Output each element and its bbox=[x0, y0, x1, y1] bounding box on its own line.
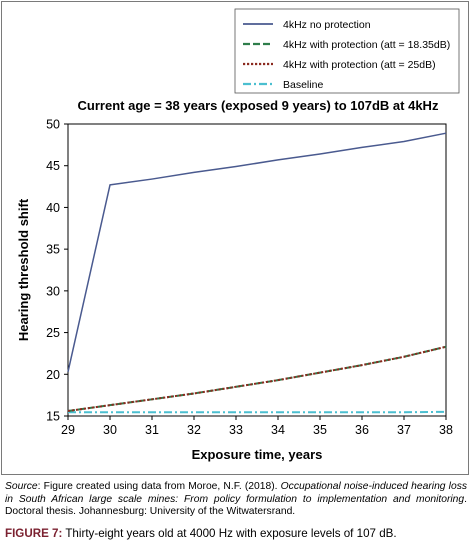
y-axis-label: Hearing threshold shift bbox=[16, 198, 31, 341]
x-axis-label: Exposure time, years bbox=[192, 447, 323, 462]
series-line-2 bbox=[67, 345, 447, 412]
chart-title: Current age = 38 years (exposed 9 years)… bbox=[78, 98, 439, 113]
x-tick-label: 30 bbox=[103, 423, 117, 437]
legend-label: 4kHz no protection bbox=[283, 19, 371, 31]
source-title: Occupational noise-induced hearing loss … bbox=[5, 481, 467, 505]
series-line-3 bbox=[67, 345, 447, 412]
series-layer bbox=[67, 132, 447, 414]
source-label: Source bbox=[5, 481, 38, 492]
y-tick-label: 50 bbox=[46, 118, 60, 132]
source-text-1: : Figure created using data from Moroe, … bbox=[37, 481, 281, 492]
x-axis: 29 30 31 32 33 34 35 36 37 38 bbox=[61, 416, 453, 437]
y-tick-label: 20 bbox=[46, 368, 60, 382]
y-tick-label: 35 bbox=[46, 243, 60, 257]
y-tick-label: 25 bbox=[46, 326, 60, 340]
figure-title-text: Thirty-eight years old at 4000 Hz with e… bbox=[62, 526, 397, 540]
source-text-2: . Doctoral thesis. Johannesburg: Univers… bbox=[5, 493, 467, 518]
y-tick-label: 30 bbox=[46, 284, 60, 298]
figure-label: FIGURE 7: bbox=[5, 526, 63, 540]
x-tick-label: 34 bbox=[271, 423, 285, 437]
plot-area bbox=[67, 123, 447, 417]
y-tick-label: 45 bbox=[46, 159, 60, 173]
legend-label: 4kHz with protection (att = 25dB) bbox=[283, 59, 436, 71]
legend-label: 4kHz with protection (att = 18.35dB) bbox=[283, 39, 450, 51]
x-tick-label: 38 bbox=[439, 423, 453, 437]
legend-label: Baseline bbox=[283, 79, 323, 91]
x-tick-label: 37 bbox=[397, 423, 411, 437]
series-line-1 bbox=[67, 132, 447, 372]
x-tick-label: 32 bbox=[187, 423, 201, 437]
x-tick-label: 35 bbox=[313, 423, 327, 437]
figure-title: FIGURE 7: Thirty-eight years old at 4000… bbox=[5, 527, 467, 541]
x-tick-label: 33 bbox=[229, 423, 243, 437]
y-tick-label: 15 bbox=[46, 410, 60, 424]
source-note: Source: Figure created using data from M… bbox=[5, 481, 467, 519]
x-tick-label: 36 bbox=[355, 423, 369, 437]
y-axis: 15 20 25 30 35 40 45 50 bbox=[46, 118, 68, 424]
legend-box bbox=[234, 8, 460, 94]
chart-legend: 4kHz no protection 4kHz with protection (… bbox=[234, 8, 460, 94]
y-tick-label: 40 bbox=[46, 201, 60, 215]
figure-frame bbox=[1, 1, 469, 475]
line-chart: 4kHz no protection 4kHz with protection (… bbox=[16, 8, 460, 462]
x-tick-label: 31 bbox=[145, 423, 159, 437]
x-tick-label: 29 bbox=[61, 423, 75, 437]
figure-caption: Source: Figure created using data from M… bbox=[5, 481, 467, 541]
